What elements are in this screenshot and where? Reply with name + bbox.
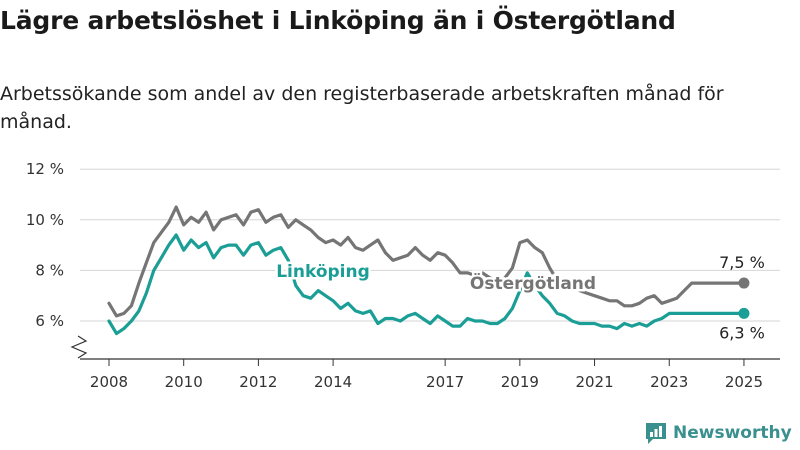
x-tick-label: 2021 [575, 373, 613, 391]
series-line-linkoping [107, 233, 746, 336]
series-name-label: Östergötland [470, 272, 596, 294]
y-axis-labels: 6 % 8 % 10 % 12 % [26, 160, 88, 359]
x-tick-label: 2012 [239, 373, 277, 391]
axis-break-icon [70, 335, 88, 359]
end-value-label: 7,5 % [719, 253, 765, 272]
y-tick-label: 8 % [35, 261, 64, 279]
x-tick-label: 2019 [501, 373, 539, 391]
newsworthy-logo-icon [646, 423, 666, 444]
chart-subtitle: Arbetssökande som andel av den registerb… [0, 83, 724, 133]
newsworthy-logo: Newsworthy [644, 420, 792, 446]
y-tick-label: 6 % [35, 312, 64, 330]
chart-title: Lägre arbetslöshet i Linköping än i Öste… [0, 6, 676, 35]
end-value-label: 6,3 % [719, 323, 765, 342]
x-axis: 2008 2010 2012 2014 2017 2019 2021 2023 2025 [80, 358, 780, 391]
series-end-point [738, 277, 750, 289]
series-line-ostergotland [107, 205, 746, 318]
x-tick-label: 2025 [725, 373, 763, 391]
x-tick-label: 2010 [165, 373, 203, 391]
x-tick-label: 2017 [426, 373, 464, 391]
series-lines [107, 205, 750, 336]
series-labels: 7,5 % 6,3 % Linköping Östergötland [274, 253, 765, 342]
y-tick-label: 12 % [26, 160, 64, 178]
x-tick-label: 2008 [90, 373, 128, 391]
series-end-point [738, 307, 750, 319]
series-name-label: Linköping [276, 262, 370, 282]
y-tick-label: 10 % [26, 211, 64, 229]
x-tick-label: 2014 [314, 373, 352, 391]
brand-name: Newsworthy [673, 423, 792, 443]
x-tick-label: 2023 [650, 373, 688, 391]
